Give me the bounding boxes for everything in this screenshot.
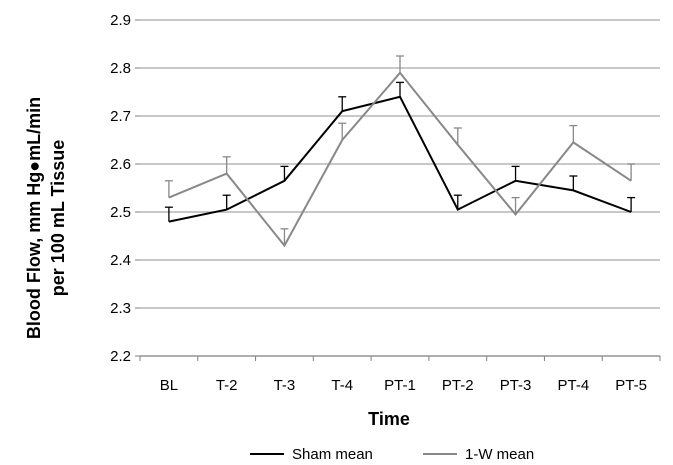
x-axis: BL T-2 T-3 T-4 PT-1 PT-2 PT-3 PT-4 PT-5 (139, 356, 661, 394)
y-axis-title-line-1: Blood Flow, mm Hg●mL/min (24, 97, 44, 339)
y-axis-title-line-2: per 100 mL Tissue (48, 140, 68, 296)
x-tick-label: BL (160, 377, 178, 394)
y-tick-label: 2.2 (110, 348, 131, 365)
series-1w (164, 55, 636, 248)
y-tick-label: 2.8 (110, 60, 131, 77)
x-tick-label: T-2 (216, 377, 238, 394)
x-tick-label: PT-5 (615, 377, 647, 394)
y-tick-label: 2.7 (110, 108, 131, 125)
y-axis-ticks: 2.2 2.3 2.4 2.5 2.6 2.7 2.8 2.9 (110, 12, 140, 365)
series-line (168, 95, 632, 223)
x-tick-label: PT-2 (442, 377, 474, 394)
x-tick-label: PT-4 (557, 377, 589, 394)
legend-label-sham: Sham mean (292, 446, 373, 463)
series-sham (164, 81, 636, 223)
y-tick-label: 2.9 (110, 12, 131, 29)
y-tick-label: 2.4 (110, 252, 131, 269)
legend-label-1w: 1-W mean (465, 446, 534, 463)
legend: Sham mean 1-W mean (250, 446, 534, 463)
y-tick-label: 2.3 (110, 300, 131, 317)
series-line (168, 71, 632, 248)
x-tick-label: T-3 (274, 377, 296, 394)
x-tick-label: PT-3 (500, 377, 532, 394)
y-tick-label: 2.5 (110, 204, 131, 221)
x-axis-title: Time (368, 409, 410, 429)
y-axis-title: Blood Flow, mm Hg●mL/min per 100 mL Tiss… (24, 97, 68, 339)
series-group (164, 55, 636, 248)
x-tick-label: T-4 (331, 377, 353, 394)
x-tick-label: PT-1 (384, 377, 416, 394)
y-tick-label: 2.6 (110, 156, 131, 173)
